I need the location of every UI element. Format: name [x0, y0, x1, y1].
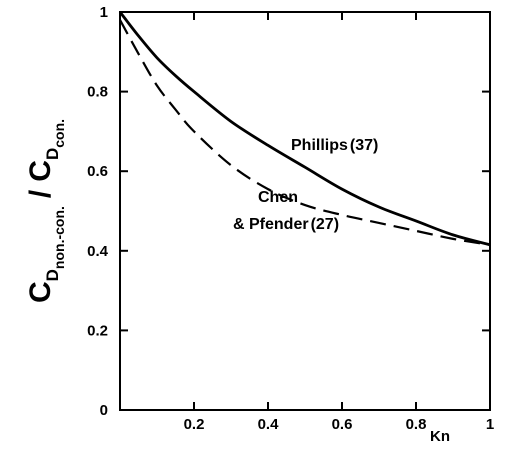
x-tick-label: 0.2 [184, 416, 205, 433]
x-tick-label: 0.8 [406, 416, 427, 433]
y-title-den-subscript: D [43, 148, 62, 160]
y-tick-label: 0.8 [87, 84, 108, 101]
series-lines [118, 11, 491, 247]
y-tick-label: 0.6 [87, 163, 108, 180]
y-axis-title: CDnon.-con./CDcon. [24, 119, 67, 303]
y-title-den-sub-subscript: con. [51, 119, 67, 148]
annotation-pfender-name: & Pfender [233, 216, 309, 233]
annotation-pfender: & Pfender (27) [233, 216, 339, 233]
y-title-num-symbol: C [24, 281, 57, 303]
y-axis-ticks: 0 0.2 0.4 0.6 0.8 1 [87, 4, 490, 419]
x-axis-title: Kn [430, 428, 450, 445]
plot-frame-group [119, 11, 491, 411]
x-tick-label: 1 [486, 416, 494, 433]
plot-frame [119, 11, 491, 411]
annotation-phillips-ref: (37) [350, 137, 378, 154]
y-title-num-subscript: D [43, 269, 62, 281]
x-tick-label: 0.6 [332, 416, 353, 433]
y-title-den-symbol: C [24, 160, 57, 182]
y-axis-title-text: CDnon.-con./CDcon. [24, 119, 67, 303]
y-tick-label: 0.2 [87, 322, 108, 339]
annotation-pfender-ref: (27) [311, 216, 339, 233]
series-line-chen-pfender [119, 19, 491, 246]
annotation-chen: Chen [258, 189, 298, 206]
annotation-phillips-name: Phillips [291, 137, 348, 154]
x-tick-label: 0.4 [258, 416, 280, 433]
y-title-num-sub-subscript: non.-con. [51, 206, 67, 269]
x-axis-ticks: 0.2 0.4 0.6 0.8 1 [184, 12, 494, 433]
y-tick-label: 0 [100, 402, 108, 419]
y-tick-label: 0.4 [87, 243, 109, 260]
annotation-phillips: Phillips (37) [291, 137, 378, 154]
series-line-phillips [118, 11, 491, 247]
y-title-divider: / [24, 189, 57, 198]
y-tick-label: 1 [100, 4, 108, 21]
